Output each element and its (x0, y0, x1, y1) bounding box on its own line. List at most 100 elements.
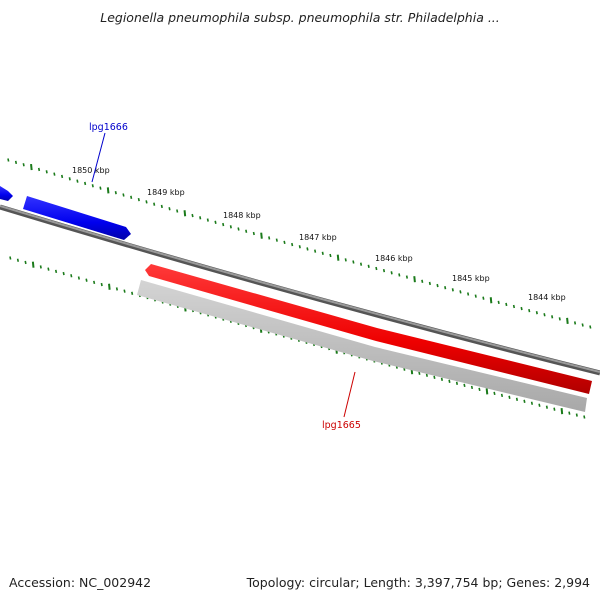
outer-ring-minor-tick (444, 286, 447, 290)
inner-ring-minor-tick (583, 415, 586, 419)
inner-ring-minor-tick (115, 287, 119, 291)
inner-ring-minor-tick (545, 405, 548, 409)
inner-ring-minor-tick (538, 403, 541, 407)
outer-ring-minor-tick (68, 177, 71, 181)
outer-ring-minor-tick (359, 262, 363, 266)
outer-ring-minor-tick (367, 264, 370, 269)
inner-ring-minor-tick (418, 371, 421, 375)
inner-ring-major-tick (560, 408, 564, 415)
ruler-label-1844: 1844 kbp (528, 293, 566, 302)
outer-ring-minor-tick (84, 181, 87, 186)
outer-ring-minor-tick (505, 302, 508, 307)
outer-ring-minor-tick (7, 158, 10, 162)
inner-ring-minor-tick (455, 381, 459, 386)
outer-tick-ring (7, 158, 592, 329)
outer-ring-minor-tick (275, 238, 278, 242)
outer-ring-minor-tick (543, 313, 546, 317)
outer-ring-minor-tick (512, 304, 516, 309)
outer-ring-minor-tick (314, 249, 317, 253)
ruler-label-1850: 1850 kbp (72, 166, 110, 175)
gene-label-lpg1666[interactable]: lpg1666 (89, 122, 128, 133)
inner-ring-minor-tick (100, 282, 103, 287)
ruler-label-1846: 1846 kbp (375, 254, 413, 263)
outer-ring-minor-tick (145, 200, 148, 204)
outer-ring-minor-tick (421, 279, 424, 283)
inner-ring-minor-tick (448, 379, 451, 383)
outer-ring-minor-tick (306, 247, 309, 251)
outer-ring-minor-tick (122, 193, 125, 197)
gene-arrow-partial[interactable] (0, 186, 13, 201)
gene-label-lpg1665[interactable]: lpg1665 (322, 420, 361, 431)
outer-ring-minor-tick (229, 225, 232, 229)
gene-arrow-lpg1665[interactable] (145, 264, 592, 394)
outer-ring-minor-tick (344, 258, 347, 262)
outer-ring-minor-tick (474, 294, 477, 298)
outer-ring-major-tick (489, 297, 493, 304)
outer-ring-minor-tick (160, 204, 163, 209)
outer-ring-major-tick (183, 210, 187, 217)
cds-band[interactable] (137, 280, 587, 412)
outer-ring-minor-tick (237, 227, 240, 231)
inner-ring-minor-tick (523, 399, 526, 403)
inner-ring-minor-tick (508, 395, 511, 399)
outer-ring-minor-tick (130, 195, 133, 199)
outer-ring-minor-tick (398, 273, 401, 277)
genome-title: Legionella pneumophila subsp. pneumophil… (100, 10, 500, 25)
outer-ring-minor-tick (459, 290, 462, 294)
outer-ring-minor-tick (199, 216, 202, 220)
outer-ring-minor-tick (581, 323, 584, 327)
outer-ring-minor-tick (268, 236, 271, 240)
outer-ring-minor-tick (329, 253, 332, 258)
outer-ring-minor-tick (137, 197, 140, 202)
outer-ring-minor-tick (76, 179, 79, 183)
inner-ring-minor-tick (16, 258, 20, 262)
inner-ring-minor-tick (54, 269, 58, 274)
outer-ring-minor-tick (222, 222, 225, 227)
outer-ring-minor-tick (37, 167, 41, 172)
outer-ring-major-tick (336, 254, 340, 261)
outer-ring-minor-tick (321, 251, 324, 255)
outer-ring-minor-tick (405, 275, 409, 279)
outer-ring-minor-tick (60, 174, 64, 179)
inner-ring-major-tick (108, 283, 111, 290)
inner-ring-minor-tick (515, 397, 519, 401)
outer-ring-minor-tick (573, 321, 577, 325)
inner-ring-minor-tick (24, 260, 27, 265)
outer-ring-minor-tick (382, 268, 386, 273)
inner-ring-minor-tick (493, 391, 496, 396)
inner-ring-minor-tick (568, 411, 571, 415)
outer-ring-minor-tick (535, 311, 538, 315)
inner-ring-minor-tick (433, 375, 436, 379)
outer-ring-minor-tick (352, 260, 355, 264)
gene-arrow-lpg1666[interactable] (23, 196, 131, 240)
outer-ring-minor-tick (436, 283, 439, 288)
outer-ring-minor-tick (114, 191, 117, 195)
inner-ring-major-tick (31, 261, 35, 268)
label-line-lpg1665 (343, 371, 356, 418)
inner-ring-minor-tick (85, 278, 88, 282)
outer-ring-minor-tick (497, 300, 500, 305)
outer-ring-minor-tick (191, 213, 194, 218)
outer-ring-minor-tick (467, 292, 470, 296)
inner-ring-minor-tick (70, 274, 73, 278)
outer-ring-major-tick (106, 187, 110, 194)
outer-ring-minor-tick (291, 242, 294, 247)
ruler-labels: 1850 kbp 1849 kbp 1848 kbp 1847 kbp 1846… (72, 166, 566, 302)
inner-ring-minor-tick (77, 276, 80, 280)
ruler-label-1849: 1849 kbp (147, 188, 185, 197)
outer-ring-minor-tick (428, 281, 431, 286)
outer-ring-minor-tick (245, 229, 248, 233)
inner-ring-minor-tick (470, 385, 474, 390)
outer-ring-minor-tick (528, 308, 531, 313)
outer-ring-minor-tick (153, 202, 156, 206)
inner-ring-minor-tick (93, 280, 96, 285)
inner-ring-minor-tick (553, 407, 556, 411)
outer-ring-minor-tick (22, 163, 25, 167)
inner-ring-minor-tick (575, 413, 578, 417)
chromosome-backbone-highlight (0, 205, 600, 373)
outer-ring-minor-tick (558, 317, 561, 321)
inner-ring-minor-tick (530, 401, 534, 405)
label-line-lpg1666 (91, 132, 106, 183)
outer-ring-minor-tick (45, 170, 48, 174)
